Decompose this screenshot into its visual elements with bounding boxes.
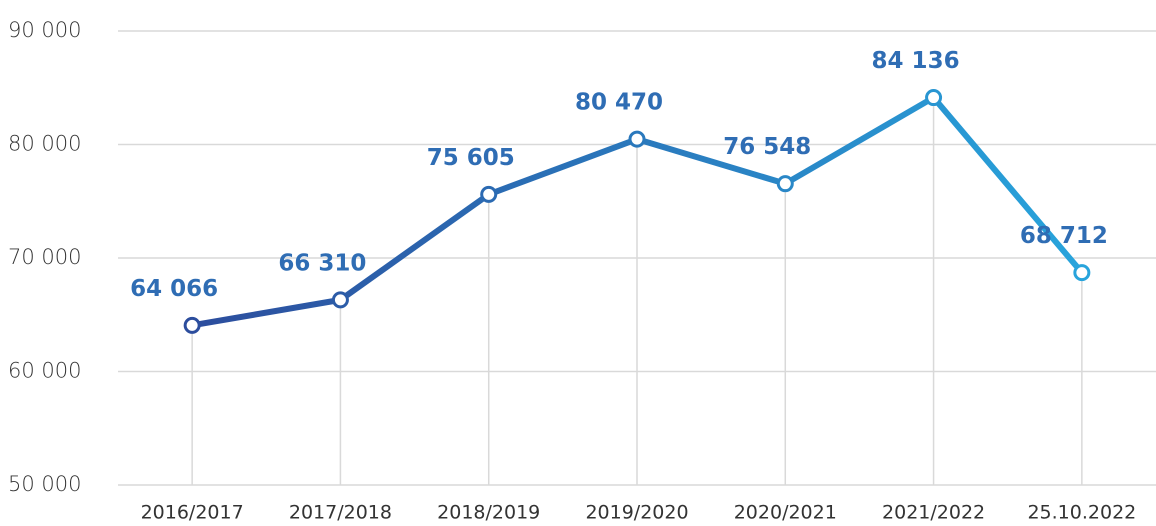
x-tick-label: 2019/2020 bbox=[585, 502, 688, 524]
point bbox=[776, 175, 794, 193]
point bbox=[628, 130, 646, 148]
y-tick-label: 60 000 bbox=[8, 359, 81, 383]
value-label: 80 470 bbox=[575, 90, 663, 116]
x-tick-label: 2016/2017 bbox=[141, 502, 244, 524]
x-tick-label: 25.10.2022 bbox=[1027, 502, 1136, 524]
x-tick-label: 2017/2018 bbox=[289, 502, 392, 524]
point bbox=[1073, 264, 1091, 282]
x-tick-label: 2021/2022 bbox=[882, 502, 985, 524]
y-tick-label: 70 000 bbox=[8, 245, 81, 269]
point bbox=[183, 316, 201, 334]
value-label: 84 136 bbox=[872, 48, 960, 74]
point bbox=[925, 89, 943, 107]
point bbox=[331, 291, 349, 309]
value-label: 64 066 bbox=[130, 276, 218, 302]
y-tick-label: 50 000 bbox=[8, 472, 81, 496]
value-label: 75 605 bbox=[427, 145, 515, 171]
y-tick-label: 80 000 bbox=[8, 132, 81, 156]
x-tick-label: 2018/2019 bbox=[437, 502, 540, 524]
y-tick-label: 90 000 bbox=[8, 18, 81, 42]
value-label: 66 310 bbox=[278, 250, 366, 276]
x-tick-label: 2020/2021 bbox=[734, 502, 837, 524]
value-label: 68 712 bbox=[1020, 223, 1108, 249]
value-label: 76 548 bbox=[723, 134, 811, 160]
point bbox=[480, 185, 498, 203]
